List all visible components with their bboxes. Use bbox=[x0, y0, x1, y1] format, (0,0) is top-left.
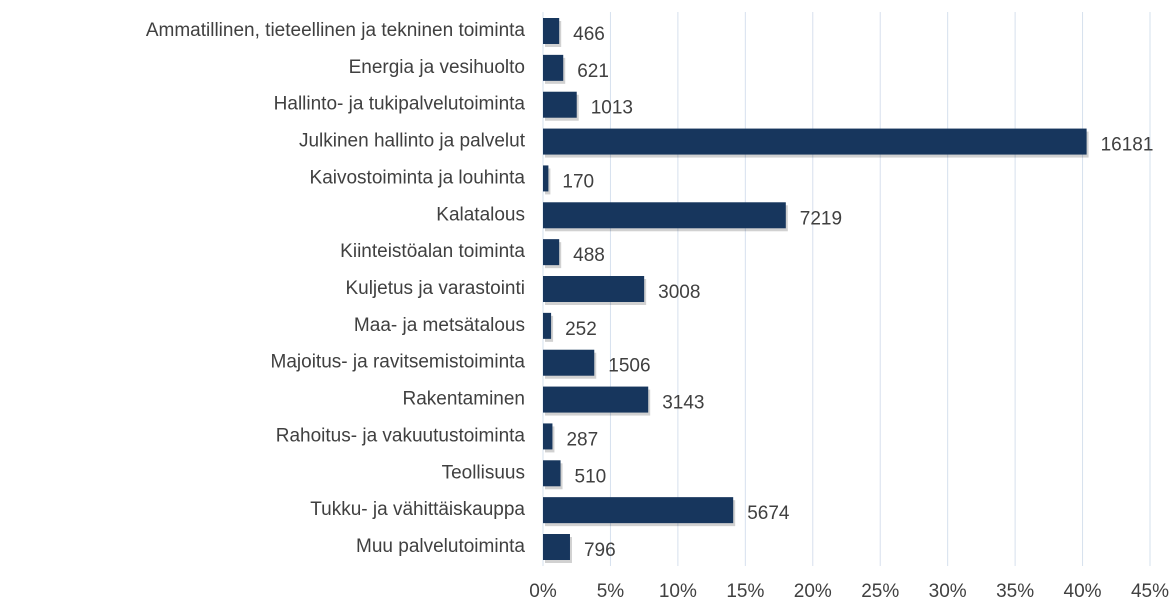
y-tick-label: Kalatalous bbox=[436, 204, 525, 225]
y-tick-label: Rahoitus- ja vakuutustoiminta bbox=[276, 425, 526, 446]
x-tick-label: 40% bbox=[1064, 581, 1102, 602]
bar bbox=[543, 534, 570, 560]
bar bbox=[543, 276, 645, 302]
x-tick-label: 30% bbox=[929, 581, 967, 602]
bar bbox=[543, 54, 564, 81]
bar bbox=[543, 165, 549, 192]
data-label: 3008 bbox=[658, 282, 700, 303]
y-tick-label: Hallinto- ja tukipalvelutoiminta bbox=[274, 94, 526, 115]
x-tick-label: 25% bbox=[861, 581, 899, 602]
data-label: 1506 bbox=[608, 356, 650, 377]
bar bbox=[543, 128, 1087, 155]
data-label: 170 bbox=[562, 171, 594, 192]
y-tick-label: Energia ja vesihuolto bbox=[349, 57, 525, 78]
y-tick-label: Teollisuus bbox=[442, 462, 525, 483]
data-label: 252 bbox=[565, 319, 597, 340]
y-tick-label: Julkinen hallinto ja palvelut bbox=[299, 131, 526, 152]
data-label: 5674 bbox=[747, 503, 790, 524]
x-tick-label: 20% bbox=[794, 581, 832, 602]
x-tick-label: 0% bbox=[529, 581, 557, 602]
data-label: 466 bbox=[573, 24, 605, 45]
y-tick-label: Maa- ja metsätalous bbox=[354, 315, 525, 336]
x-tick-label: 15% bbox=[726, 581, 764, 602]
data-label: 287 bbox=[566, 429, 598, 450]
y-tick-label: Ammatillinen, tieteellinen ja tekninen t… bbox=[146, 20, 526, 41]
y-tick-label: Kiinteistöalan toiminta bbox=[340, 241, 525, 262]
data-label: 510 bbox=[575, 466, 607, 487]
y-tick-label: Muu palvelutoiminta bbox=[356, 536, 525, 557]
bar bbox=[543, 91, 577, 118]
x-tick-label: 10% bbox=[659, 581, 697, 602]
bar bbox=[543, 386, 649, 413]
data-label: 621 bbox=[577, 61, 609, 82]
bar bbox=[543, 497, 734, 524]
data-label: 796 bbox=[584, 540, 616, 561]
y-tick-label: Rakentaminen bbox=[402, 389, 525, 410]
data-label: 16181 bbox=[1101, 135, 1154, 156]
bar bbox=[543, 460, 561, 487]
data-label: 7219 bbox=[800, 208, 842, 229]
bar bbox=[543, 312, 552, 339]
y-tick-label: Majoitus- ja ravitsemistoiminta bbox=[271, 352, 526, 373]
y-tick-label: Kuljetus ja varastointi bbox=[345, 278, 525, 299]
x-tick-label: 5% bbox=[597, 581, 625, 602]
data-label: 488 bbox=[573, 245, 605, 266]
bar bbox=[543, 202, 786, 229]
data-label: 1013 bbox=[591, 98, 633, 119]
bar bbox=[543, 349, 595, 376]
x-tick-label: 45% bbox=[1131, 581, 1169, 602]
x-tick-label: 35% bbox=[996, 581, 1034, 602]
bar bbox=[543, 423, 553, 450]
data-label: 3143 bbox=[662, 393, 704, 414]
y-tick-label: Tukku- ja vähittäiskauppa bbox=[310, 499, 525, 520]
y-tick-label: Kaivostoiminta ja louhinta bbox=[310, 167, 526, 188]
bar bbox=[543, 18, 560, 44]
bar bbox=[543, 239, 560, 266]
